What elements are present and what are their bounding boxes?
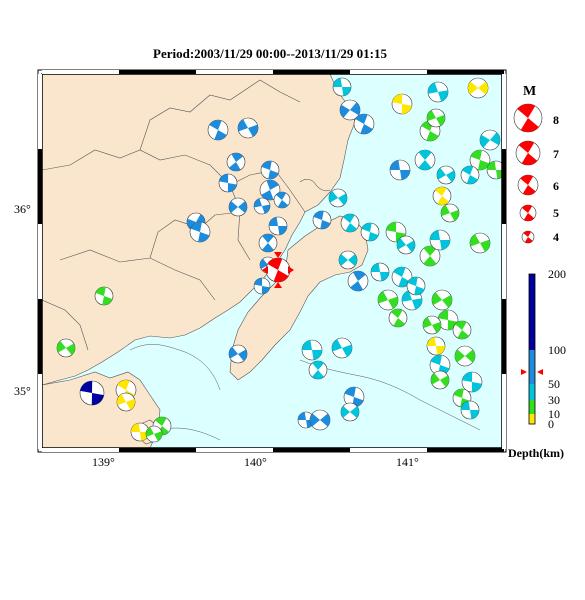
focal-mechanism xyxy=(309,409,331,431)
highlight-markers xyxy=(262,252,294,288)
frame-ticks xyxy=(38,70,506,452)
focal-mechanism xyxy=(431,289,453,311)
focal-mechanism xyxy=(389,159,411,181)
focal-mechanism xyxy=(207,119,229,141)
focal-mechanism xyxy=(347,270,369,292)
focal-mechanism xyxy=(469,149,491,171)
focal-mechanism xyxy=(460,400,480,420)
focal-mechanism xyxy=(467,77,489,99)
focal-mechanism xyxy=(56,338,76,358)
focal-mechanism xyxy=(461,371,483,393)
focal-mechanism xyxy=(385,221,407,243)
legend-beachball-7 xyxy=(515,140,541,166)
depth-tick-0: 0 xyxy=(548,417,554,431)
focal-mechanism xyxy=(479,129,501,151)
focal-mechanism xyxy=(116,392,136,412)
focal-mechanism xyxy=(237,117,259,139)
focal-mechanisms xyxy=(56,77,502,443)
focal-mechanism xyxy=(226,152,246,172)
focal-mechanism xyxy=(353,113,375,135)
focal-mechanism xyxy=(391,93,413,115)
focal-mechanism xyxy=(253,197,271,215)
focal-mechanism xyxy=(331,337,353,359)
focal-mechanism xyxy=(406,276,426,296)
depth-tick-10: 10 xyxy=(548,407,560,421)
period-title: Period:2003/11/29 00:00--2013/11/29 01:1… xyxy=(153,46,387,61)
mag-label-7: 7 xyxy=(553,147,559,161)
focal-mechanism xyxy=(228,344,248,364)
mag-label-6: 6 xyxy=(553,179,559,193)
legend-beachball-5 xyxy=(519,204,537,222)
depth-tick-200: 200 xyxy=(548,267,566,281)
legend-beachball-4 xyxy=(521,230,535,244)
focal-mechanism xyxy=(391,266,413,288)
focal-mechanism xyxy=(370,262,390,282)
focal-mechanism xyxy=(301,339,323,361)
focal-mechanism xyxy=(454,345,476,367)
focal-mechanism xyxy=(460,165,480,185)
lat-label-36: 36° xyxy=(14,202,31,216)
lat-label-35: 35° xyxy=(14,384,31,398)
focal-mechanism xyxy=(396,235,416,255)
focal-mechanism xyxy=(414,149,436,171)
focal-mechanism xyxy=(273,191,291,209)
focal-mechanism xyxy=(145,425,163,443)
focal-mechanism xyxy=(189,221,211,243)
focal-mechanism xyxy=(486,160,502,180)
focal-mechanism xyxy=(429,354,451,376)
focal-mechanism xyxy=(432,186,452,206)
focal-mechanism xyxy=(228,197,248,217)
depth-tick-100: 100 xyxy=(548,343,566,357)
focal-mechanism xyxy=(469,232,491,254)
focal-mechanism xyxy=(440,203,460,223)
focal-mechanism xyxy=(218,173,238,193)
focal-mechanism xyxy=(429,229,451,251)
focal-mechanism xyxy=(419,245,441,267)
depth-tick-50: 50 xyxy=(548,377,560,391)
focal-mechanism xyxy=(340,402,360,422)
depth-colorbar xyxy=(521,273,543,425)
depth-unit-label: Depth(km) xyxy=(508,446,564,460)
focal-mechanism xyxy=(422,315,442,335)
legend-beachball-8 xyxy=(513,103,543,133)
focal-mechanism xyxy=(340,213,360,233)
focal-mechanism xyxy=(259,179,281,201)
focal-mechanism xyxy=(308,360,328,380)
focal-mechanism xyxy=(312,210,332,230)
mag-label-8: 8 xyxy=(553,113,559,127)
lon-label-139: 139° xyxy=(92,455,115,469)
focal-mechanism xyxy=(452,320,472,340)
focal-mechanism xyxy=(388,308,408,328)
focal-mechanism xyxy=(426,336,446,356)
lon-label-140: 140° xyxy=(244,455,267,469)
focal-mechanism xyxy=(377,289,399,311)
focal-mechanism xyxy=(253,277,271,295)
focal-mechanism xyxy=(338,250,358,270)
focal-mechanism xyxy=(260,160,280,180)
focal-mechanism xyxy=(268,216,288,236)
focal-mechanism xyxy=(426,108,446,128)
focal-mechanism xyxy=(360,222,380,242)
focal-mechanism xyxy=(332,77,352,97)
mag-label-5: 5 xyxy=(553,206,559,220)
lon-label-141: 141° xyxy=(396,455,419,469)
focal-mechanism xyxy=(79,380,105,406)
focal-mechanism xyxy=(339,99,361,121)
focal-mechanism xyxy=(328,188,348,208)
magnitude-legend-header: M xyxy=(523,84,537,99)
focal-mechanism xyxy=(437,309,459,331)
focal-mechanism xyxy=(427,81,449,103)
legend-beachball-6 xyxy=(517,174,539,196)
focal-mechanism xyxy=(436,165,456,185)
focal-mechanism xyxy=(258,233,278,253)
focal-mechanism xyxy=(94,286,114,306)
mag-label-4: 4 xyxy=(553,230,559,244)
magnitude-legend-symbols xyxy=(513,103,543,244)
depth-tick-30: 30 xyxy=(548,393,560,407)
focal-mechanism xyxy=(430,370,450,390)
focal-mechanism xyxy=(265,257,291,283)
